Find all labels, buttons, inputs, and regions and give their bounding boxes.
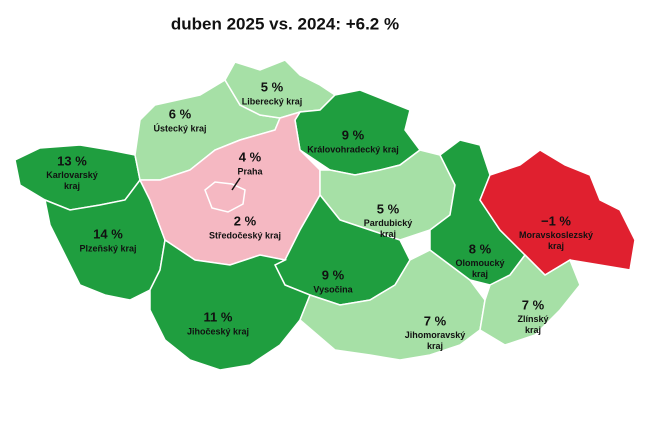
name-line: Moravskoslezský bbox=[519, 230, 593, 240]
name-line: kraj bbox=[472, 269, 488, 279]
map-title: duben 2025 vs. 2024: +6.2 % bbox=[171, 14, 399, 33]
region-value: 4 % bbox=[239, 149, 262, 164]
region-value: 6 % bbox=[169, 106, 192, 121]
name-line: Pardubický bbox=[364, 218, 413, 228]
region-value: 2 % bbox=[234, 213, 257, 228]
region bbox=[479, 253, 581, 346]
region-name: Karlovarský kraj bbox=[46, 170, 98, 191]
region-name: Moravskoslezský kraj bbox=[519, 230, 593, 251]
region-name: Plzeňský kraj bbox=[79, 243, 136, 253]
region-value: 13 % bbox=[57, 153, 87, 168]
region-name: Pardubický kraj bbox=[364, 218, 413, 239]
region-value: 9 % bbox=[322, 267, 345, 282]
name-line: kraj bbox=[380, 229, 396, 239]
region-value: 7 % bbox=[522, 297, 545, 312]
praha-pointer bbox=[231, 177, 241, 191]
region-name: Královohradecký kraj bbox=[307, 144, 399, 154]
region-name: Jihomoravský kraj bbox=[405, 330, 466, 351]
region-name: Zlínský kraj bbox=[517, 314, 548, 335]
region-name: Vysočina bbox=[313, 284, 353, 294]
name-line: Jihomoravský bbox=[405, 330, 466, 340]
region-value: 9 % bbox=[342, 127, 365, 142]
region-value: 5 % bbox=[377, 201, 400, 216]
region-name: Středočeský kraj bbox=[209, 230, 281, 240]
name-line: kraj bbox=[64, 181, 80, 191]
region bbox=[149, 238, 311, 371]
region-value: −1 % bbox=[541, 213, 571, 228]
name-line: kraj bbox=[427, 341, 443, 351]
name-line: Olomoucký bbox=[455, 258, 504, 268]
region-value: 7 % bbox=[424, 313, 447, 328]
region-value: 5 % bbox=[261, 79, 284, 94]
region-value: 8 % bbox=[469, 241, 492, 256]
region-name: Olomoucký kraj bbox=[455, 258, 504, 279]
name-line: Karlovarský bbox=[46, 170, 98, 180]
region-value: 14 % bbox=[93, 226, 123, 241]
name-line: kraj bbox=[525, 325, 541, 335]
region-name: Praha bbox=[237, 166, 263, 176]
praha-outline bbox=[204, 181, 246, 213]
name-line: Zlínský bbox=[517, 314, 548, 324]
name-line: kraj bbox=[548, 241, 564, 251]
region-name: Jihočeský kraj bbox=[187, 326, 249, 336]
region-value: 11 % bbox=[204, 309, 233, 324]
region-name: Liberecký kraj bbox=[242, 96, 303, 106]
region-name: Ústecký kraj bbox=[153, 122, 206, 133]
